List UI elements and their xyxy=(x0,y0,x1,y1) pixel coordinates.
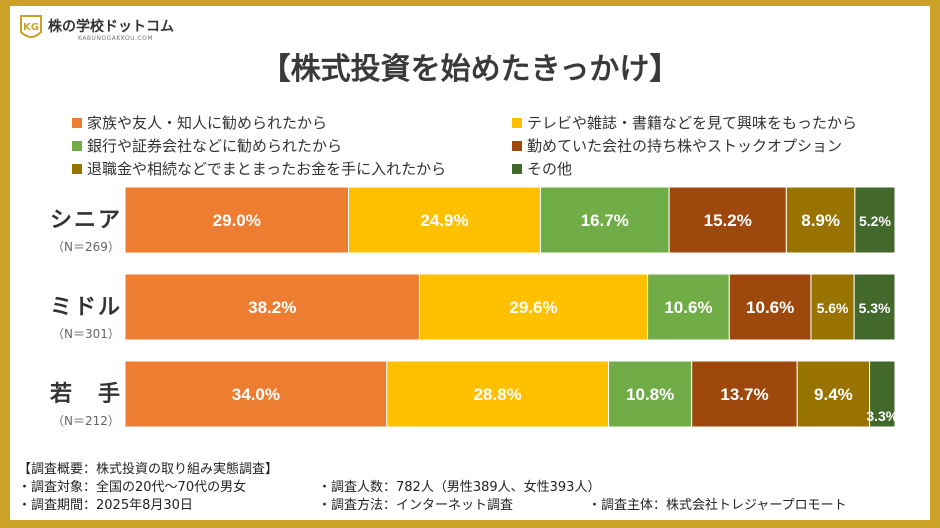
category-name: シニア xyxy=(49,208,122,233)
legend-label: 家族や友人・知人に勧められたから xyxy=(87,114,328,132)
legend-label: テレビや雑誌・書籍などを見て興味をもったから xyxy=(527,114,858,132)
data-label: 13.7% xyxy=(720,385,768,404)
bar-segment xyxy=(647,273,730,341)
survey-sponsor: ・調査主体：株式会社トレジャープロモート xyxy=(588,498,847,513)
row-label-senior: シニア （N＝269） xyxy=(40,202,132,255)
data-label: 10.6% xyxy=(664,298,712,317)
brand-subtitle: KABUNOGAKKOU.COM xyxy=(78,35,154,42)
infographic-panel: KG 株の学校ドットコム KABUNOGAKKOU.COM 【株式投資を始めたき… xyxy=(10,6,930,520)
bar-segment xyxy=(348,186,541,254)
legend-label: 銀行や証券会社などに勧められたから xyxy=(87,137,343,155)
legend-item-family: 家族や友人・知人に勧められたから xyxy=(72,112,327,133)
legend-swatch xyxy=(512,117,522,128)
data-label: 34.0% xyxy=(232,385,280,404)
bar-segment xyxy=(810,273,855,341)
survey-count: ・調査人数：782人（男性389人、女性393人） xyxy=(318,480,601,495)
stacked-bar-chart: 29.0% 24.9% 16.7% 15.2% 8.9% 5.2% 38.2% 29.6% 10… xyxy=(124,186,899,428)
chart-title: 【株式投資を始めたきっかけ】 xyxy=(260,52,680,87)
bar-segment xyxy=(418,273,649,341)
legend-label: その他 xyxy=(527,160,573,178)
data-label: 10.8% xyxy=(626,385,674,404)
legend-label: 勤めていた会社の持ち株やストックオプション xyxy=(527,137,843,155)
legend-swatch xyxy=(512,163,522,174)
data-label: 5.6% xyxy=(817,300,849,316)
legend-item-media: テレビや雑誌・書籍などを見て興味をもったから xyxy=(512,112,857,133)
legend-swatch xyxy=(72,140,82,151)
bar-segment xyxy=(124,186,350,254)
bar-segment xyxy=(796,360,871,428)
data-label: 29.6% xyxy=(509,298,557,317)
data-label: 8.9% xyxy=(801,211,840,230)
sample-size: （N＝269） xyxy=(52,240,120,254)
data-label: 9.4% xyxy=(814,385,853,404)
survey-heading: 【調査概要：株式投資の取り組み実態調査】 xyxy=(18,462,279,477)
survey-period: ・調査期間：2025年8月30日 xyxy=(18,498,193,513)
bar-segment xyxy=(124,360,388,428)
bar-segment xyxy=(124,273,420,341)
bar-segment xyxy=(728,273,812,341)
legend-swatch xyxy=(72,163,82,174)
data-label: 5.2% xyxy=(859,213,891,229)
data-label: 16.7% xyxy=(581,211,629,230)
data-label: 15.2% xyxy=(704,211,752,230)
bar-segment xyxy=(854,186,896,254)
legend-swatch xyxy=(72,117,82,128)
brand-name: 株の学校ドットコム xyxy=(48,19,174,35)
legend-label: 退職金や相続などでまとまったお金を手に入れたから xyxy=(87,160,447,178)
legend-item-windfall: 退職金や相続などでまとまったお金を手に入れたから xyxy=(72,158,446,179)
brand-emblem-icon: KG xyxy=(20,15,42,38)
sample-size: （N＝301） xyxy=(52,327,120,341)
bar-segment xyxy=(608,360,693,428)
category-name: ミドル xyxy=(49,295,122,320)
data-label: 28.8% xyxy=(474,385,522,404)
svg-text:KG: KG xyxy=(23,22,39,33)
bar-segment xyxy=(691,360,798,428)
chart-legend: 家族や友人・知人に勧められたから テレビや雑誌・書籍などを見て興味をもったから … xyxy=(72,112,912,184)
survey-target: ・調査対象：全国の20代～70代の男女 xyxy=(18,480,247,495)
data-label: 5.3% xyxy=(859,300,891,316)
row-label-middle: ミドル （N＝301） xyxy=(40,289,132,342)
data-label: 29.0% xyxy=(213,211,261,230)
category-name: 若 手 xyxy=(49,382,122,407)
bar-segment xyxy=(386,360,610,428)
legend-item-employer-stock: 勤めていた会社の持ち株やストックオプション xyxy=(512,135,842,156)
data-label: 3.3% xyxy=(866,408,898,424)
sample-size: （N＝212） xyxy=(52,414,120,428)
data-label: 10.6% xyxy=(746,298,794,317)
legend-item-other: その他 xyxy=(512,158,572,179)
legend-item-bank: 銀行や証券会社などに勧められたから xyxy=(72,135,342,156)
data-label: 38.2% xyxy=(248,298,296,317)
data-label: 24.9% xyxy=(420,211,468,230)
legend-swatch xyxy=(512,140,522,151)
bar-segment xyxy=(785,186,856,254)
bar-segment xyxy=(539,186,670,254)
bar-segment xyxy=(853,273,896,341)
bar-segment xyxy=(869,360,896,428)
survey-method: ・調査方法：インターネット調査 xyxy=(318,498,514,513)
row-label-young: 若 手 （N＝212） xyxy=(40,376,132,429)
